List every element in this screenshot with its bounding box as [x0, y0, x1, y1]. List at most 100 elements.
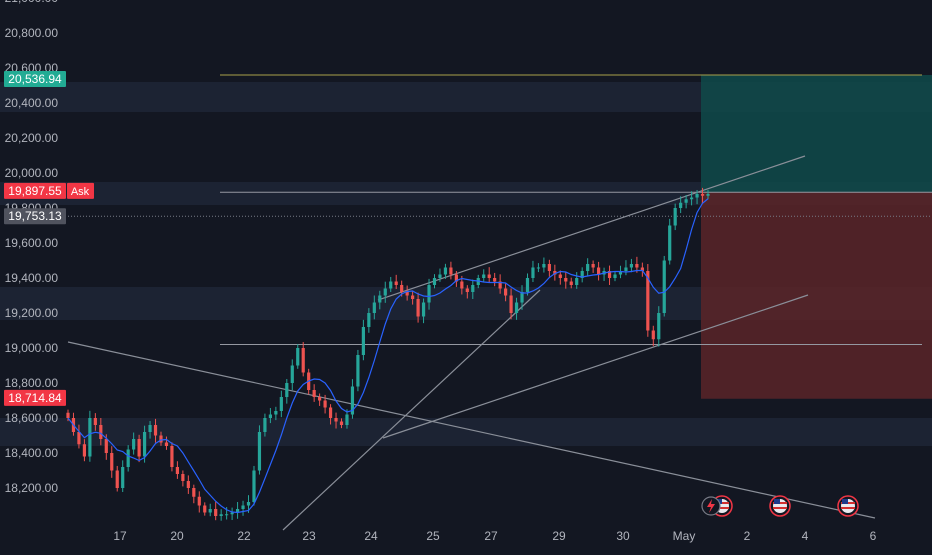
candle-body — [361, 327, 365, 355]
price-axis-tick: 19,600.00 — [5, 236, 59, 250]
candle-body — [350, 386, 355, 415]
ask-tag-text: Ask — [71, 186, 90, 198]
candle-body — [553, 271, 557, 275]
candle-body — [525, 278, 530, 292]
price-axis-tick: 20,000.00 — [5, 166, 59, 180]
candle-body — [378, 295, 382, 303]
candle-body — [443, 267, 448, 275]
price-label-text: 20,536.94 — [8, 72, 62, 86]
candle-body — [416, 299, 420, 317]
us-flag-event-icon[interactable] — [769, 495, 791, 517]
candle-body — [460, 281, 464, 289]
candle-body — [607, 271, 612, 278]
candle-body — [504, 288, 508, 296]
lightning-event-icon[interactable] — [701, 496, 721, 516]
candle-body — [257, 432, 262, 471]
candle-body — [438, 274, 442, 278]
time-axis-label: 2 — [744, 529, 751, 543]
candle-body — [372, 302, 376, 313]
candle-body — [323, 400, 327, 408]
candle-body — [640, 267, 644, 271]
candle-body — [471, 285, 475, 292]
price-axis-tick: 18,400.00 — [5, 446, 59, 460]
candle-body — [263, 418, 267, 432]
candle-body — [66, 412, 70, 418]
price-label-box — [4, 182, 66, 199]
time-axis-label: 29 — [552, 529, 566, 543]
price-label-target: 20,536.94 — [4, 71, 66, 88]
candle-body — [219, 514, 223, 516]
price-label-box — [4, 208, 66, 225]
rising-trendline[interactable] — [282, 289, 541, 531]
candle-body — [618, 271, 623, 275]
candle-body — [695, 194, 699, 198]
candle-body — [88, 418, 92, 457]
price-axis-tick: 19,000.00 — [5, 341, 59, 355]
candle-body — [203, 505, 207, 513]
candle-body — [186, 481, 190, 488]
price-axis-tick: 18,800.00 — [5, 376, 59, 390]
candle-body — [268, 414, 272, 418]
candle-body — [629, 264, 634, 268]
lightning-shape — [707, 499, 715, 513]
time-axis-label: May — [673, 529, 696, 543]
candle-body — [487, 274, 491, 278]
channel-lower-trendline[interactable] — [382, 294, 809, 439]
candle-body — [591, 264, 595, 268]
candle-body — [421, 302, 426, 317]
candle-body — [673, 208, 677, 226]
candle-body — [498, 281, 502, 289]
candle-body — [624, 267, 628, 271]
candle-body — [635, 264, 639, 268]
candle-body — [389, 281, 393, 289]
candle-body — [405, 292, 409, 296]
price-label-box — [4, 389, 66, 406]
candle-body — [514, 302, 519, 313]
flag-stripe — [773, 507, 787, 509]
candle-body — [175, 467, 180, 474]
channel-upper-trendline[interactable] — [377, 155, 806, 301]
candles-group — [66, 187, 710, 521]
candle-body — [279, 397, 283, 411]
price-label-text: 19,897.55 — [8, 184, 62, 198]
flag-canton — [774, 499, 780, 504]
candle-body — [181, 474, 185, 481]
time-axis-label: 17 — [113, 529, 127, 543]
moving-average-line — [67, 198, 709, 514]
candle-body — [706, 194, 710, 196]
price-axis-tick: 19,200.00 — [5, 306, 59, 320]
time-axis-label: 24 — [364, 529, 378, 543]
candle-body — [77, 432, 81, 445]
candle-body — [241, 505, 245, 509]
candle-body — [580, 271, 584, 278]
us-flag-event-icon[interactable] — [837, 495, 859, 517]
candle-body — [345, 414, 349, 425]
stop-zone[interactable] — [701, 192, 932, 399]
time-axis-label: 30 — [616, 529, 630, 543]
candle-body — [509, 295, 513, 313]
time-axis-label: 4 — [802, 529, 809, 543]
candle-body — [679, 202, 683, 208]
candle-body — [170, 446, 174, 467]
candle-body — [558, 274, 562, 278]
candle-body — [285, 383, 289, 397]
candle-body — [564, 278, 568, 282]
price-axis-tick: 20,800.00 — [5, 26, 59, 40]
candle-body — [569, 281, 573, 285]
candle-body — [126, 449, 130, 467]
price-label-current: 19,753.13 — [4, 208, 66, 225]
candle-body — [132, 439, 136, 450]
target-zone[interactable] — [701, 75, 932, 193]
candle-body — [214, 509, 218, 516]
candle-body — [651, 330, 655, 340]
candle-body — [427, 285, 431, 303]
flag-stripe — [715, 507, 729, 509]
candle-body — [432, 278, 437, 285]
candle-body — [99, 425, 103, 439]
price-label-stop: 18,714.84 — [4, 389, 66, 406]
descending-trendline[interactable] — [67, 341, 876, 519]
time-axis-label: 23 — [302, 529, 316, 543]
candle-body — [662, 260, 666, 313]
